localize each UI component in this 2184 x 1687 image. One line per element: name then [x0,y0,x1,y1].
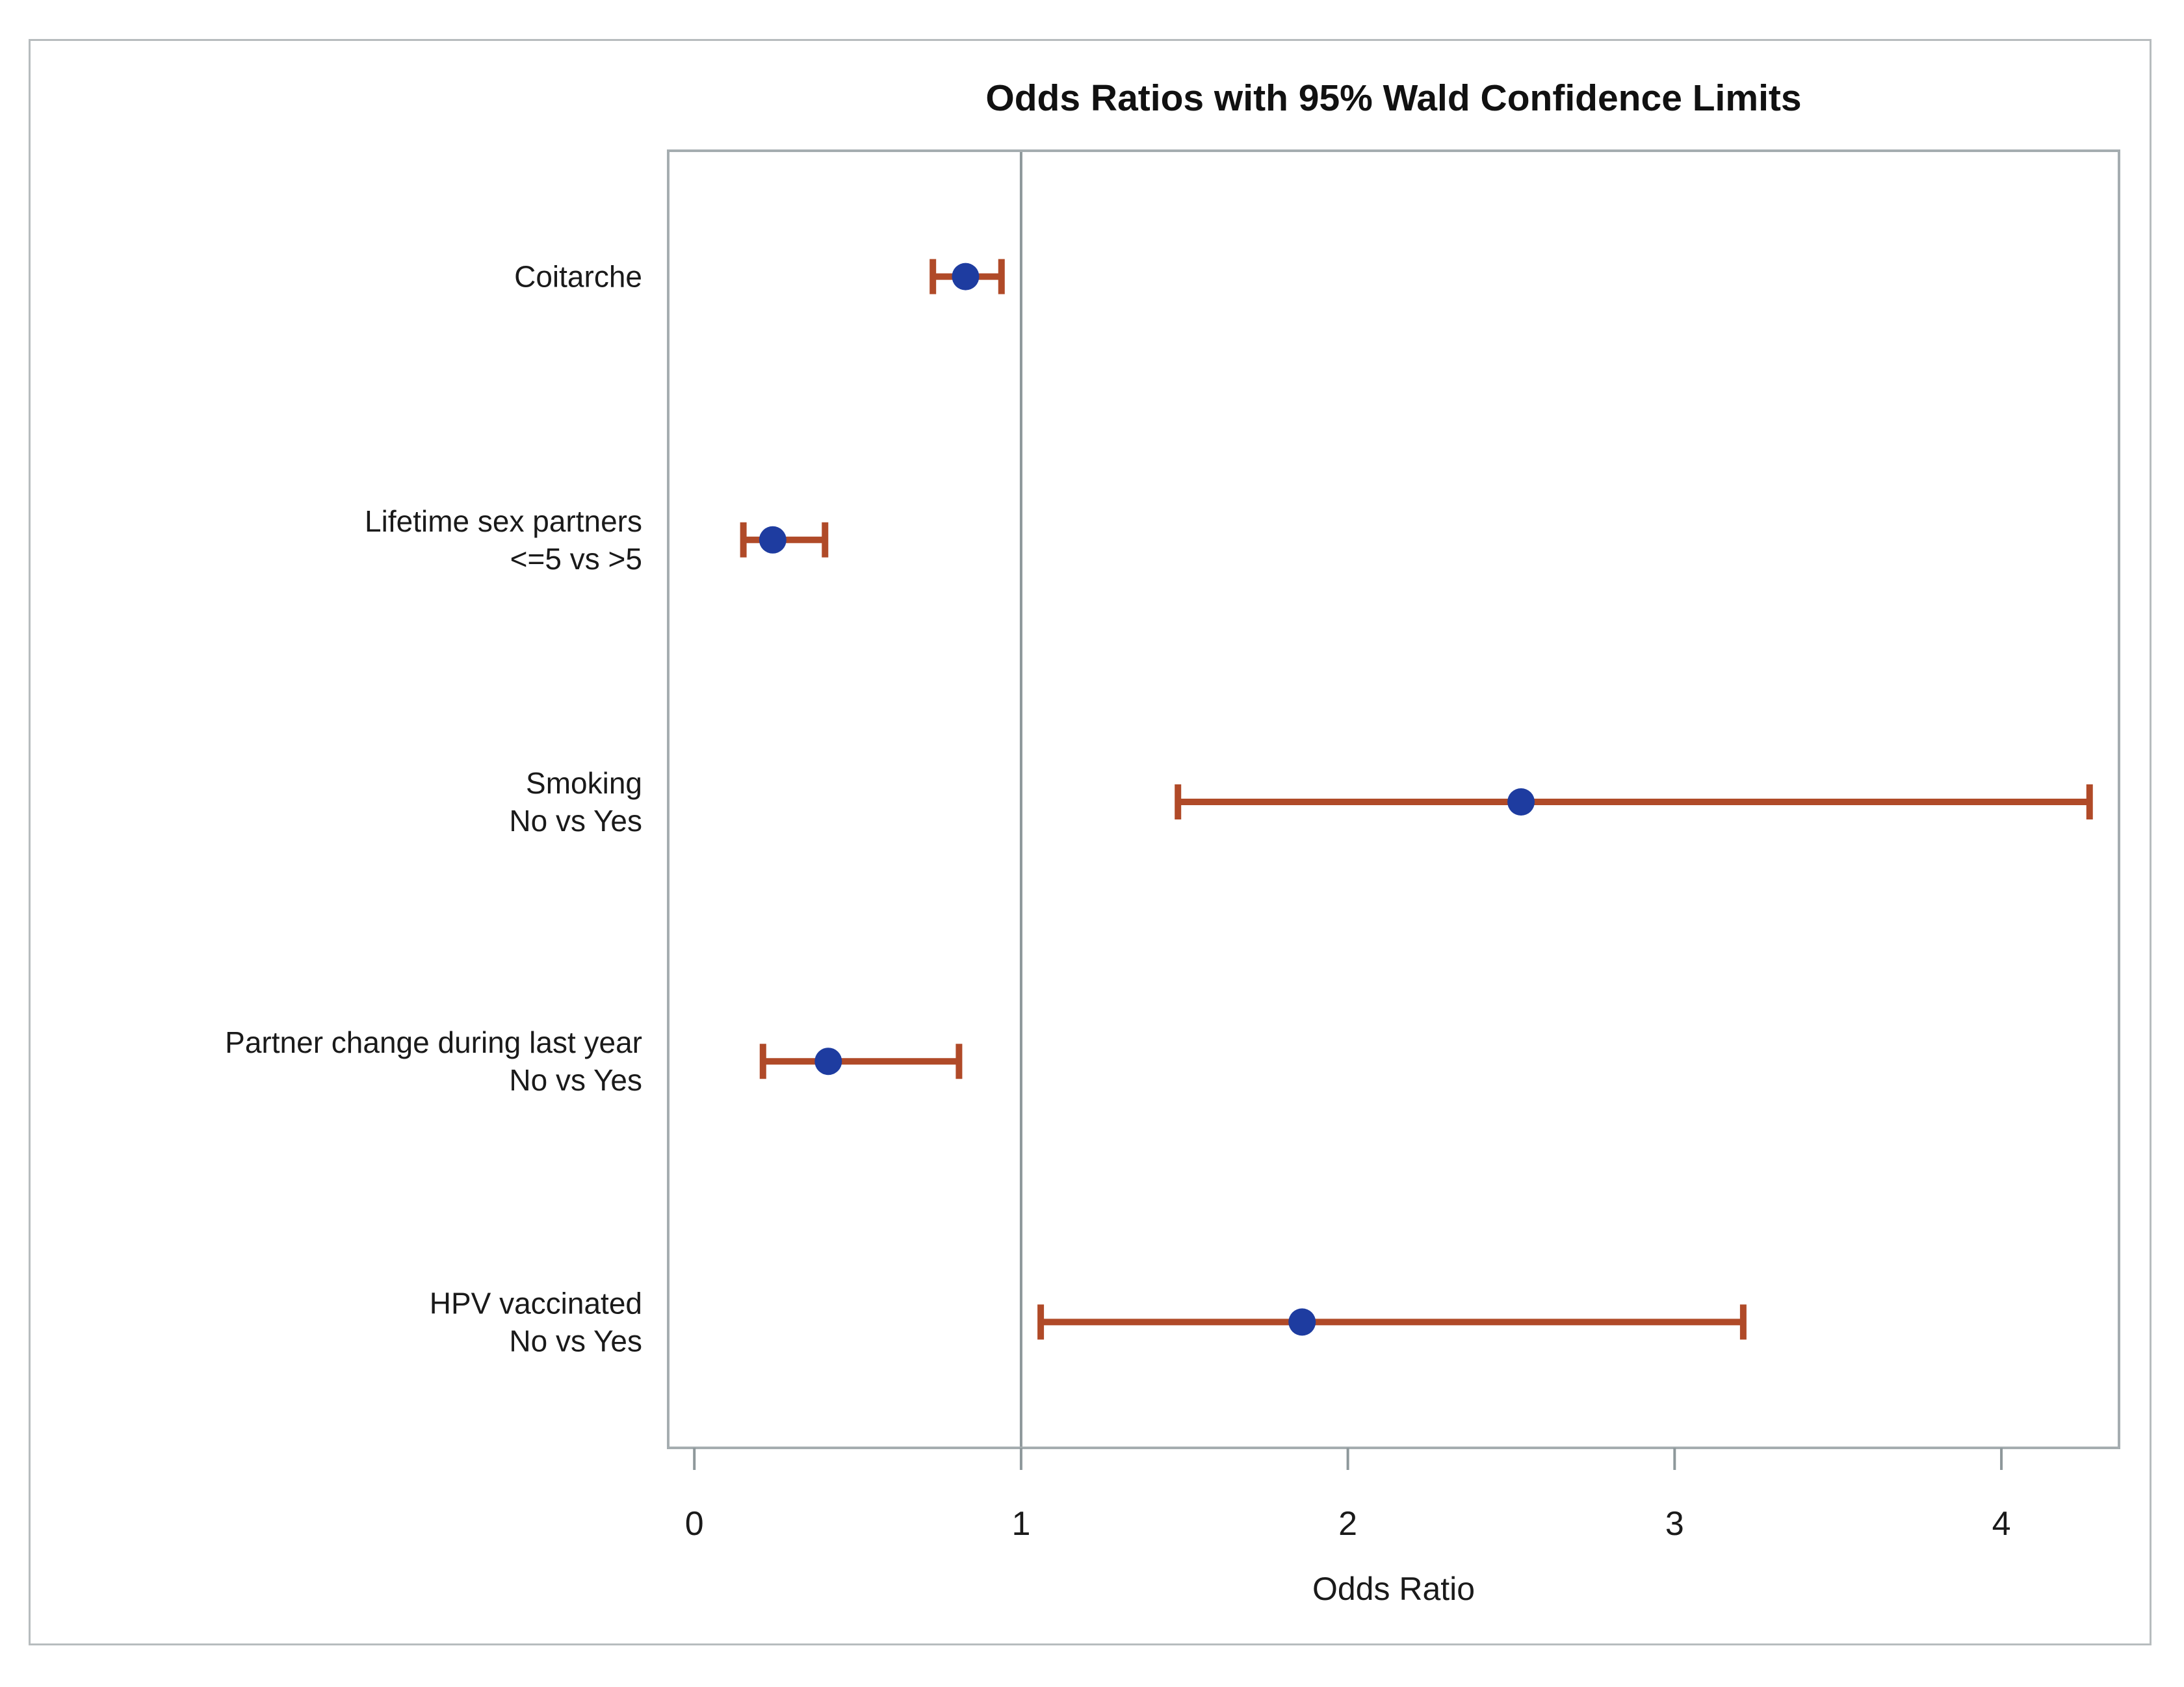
category-label-line: HPV vaccinated [430,1286,642,1320]
category-label: Smoking No vs Yes [509,766,642,838]
ci-row [740,522,829,558]
category-label-line: Lifetime sex partners [365,504,642,538]
ci-row [759,1044,963,1079]
x-tick-label: 0 [685,1505,704,1543]
or-marker [759,526,786,554]
figure-frame [29,39,2152,1645]
or-marker [814,1048,842,1075]
category-label: Lifetime sex partners <=5 vs >5 [365,504,642,576]
category-label-line: No vs Yes [509,1063,642,1097]
chart-title: Odds Ratios with 95% Wald Confidence Lim… [985,77,1802,119]
x-tick-label: 1 [1011,1505,1030,1543]
or-marker [952,263,980,290]
category-label-line: No vs Yes [509,804,642,838]
ci-row [1037,1304,1747,1340]
category-label-line: Smoking [526,766,642,800]
category-label: Coitarche [514,260,642,294]
x-tick-label: 4 [1992,1505,2011,1543]
category-label: HPV vaccinated No vs Yes [430,1286,642,1358]
x-tick-label: 2 [1338,1505,1357,1543]
ci-row [930,259,1005,294]
category-label: Partner change during last year No vs Yes [225,1025,642,1097]
x-tick-label: 3 [1665,1505,1684,1543]
or-marker [1507,788,1535,816]
category-label-line: Partner change during last year [225,1025,642,1059]
plot-wall [667,149,2120,1449]
or-marker [1288,1308,1316,1336]
category-label-line: No vs Yes [509,1324,642,1358]
category-label-line: <=5 vs >5 [510,542,642,576]
ci-row [1175,784,2093,819]
x-axis-title: Odds Ratio [1312,1571,1475,1607]
category-label-line: Coitarche [514,260,642,294]
